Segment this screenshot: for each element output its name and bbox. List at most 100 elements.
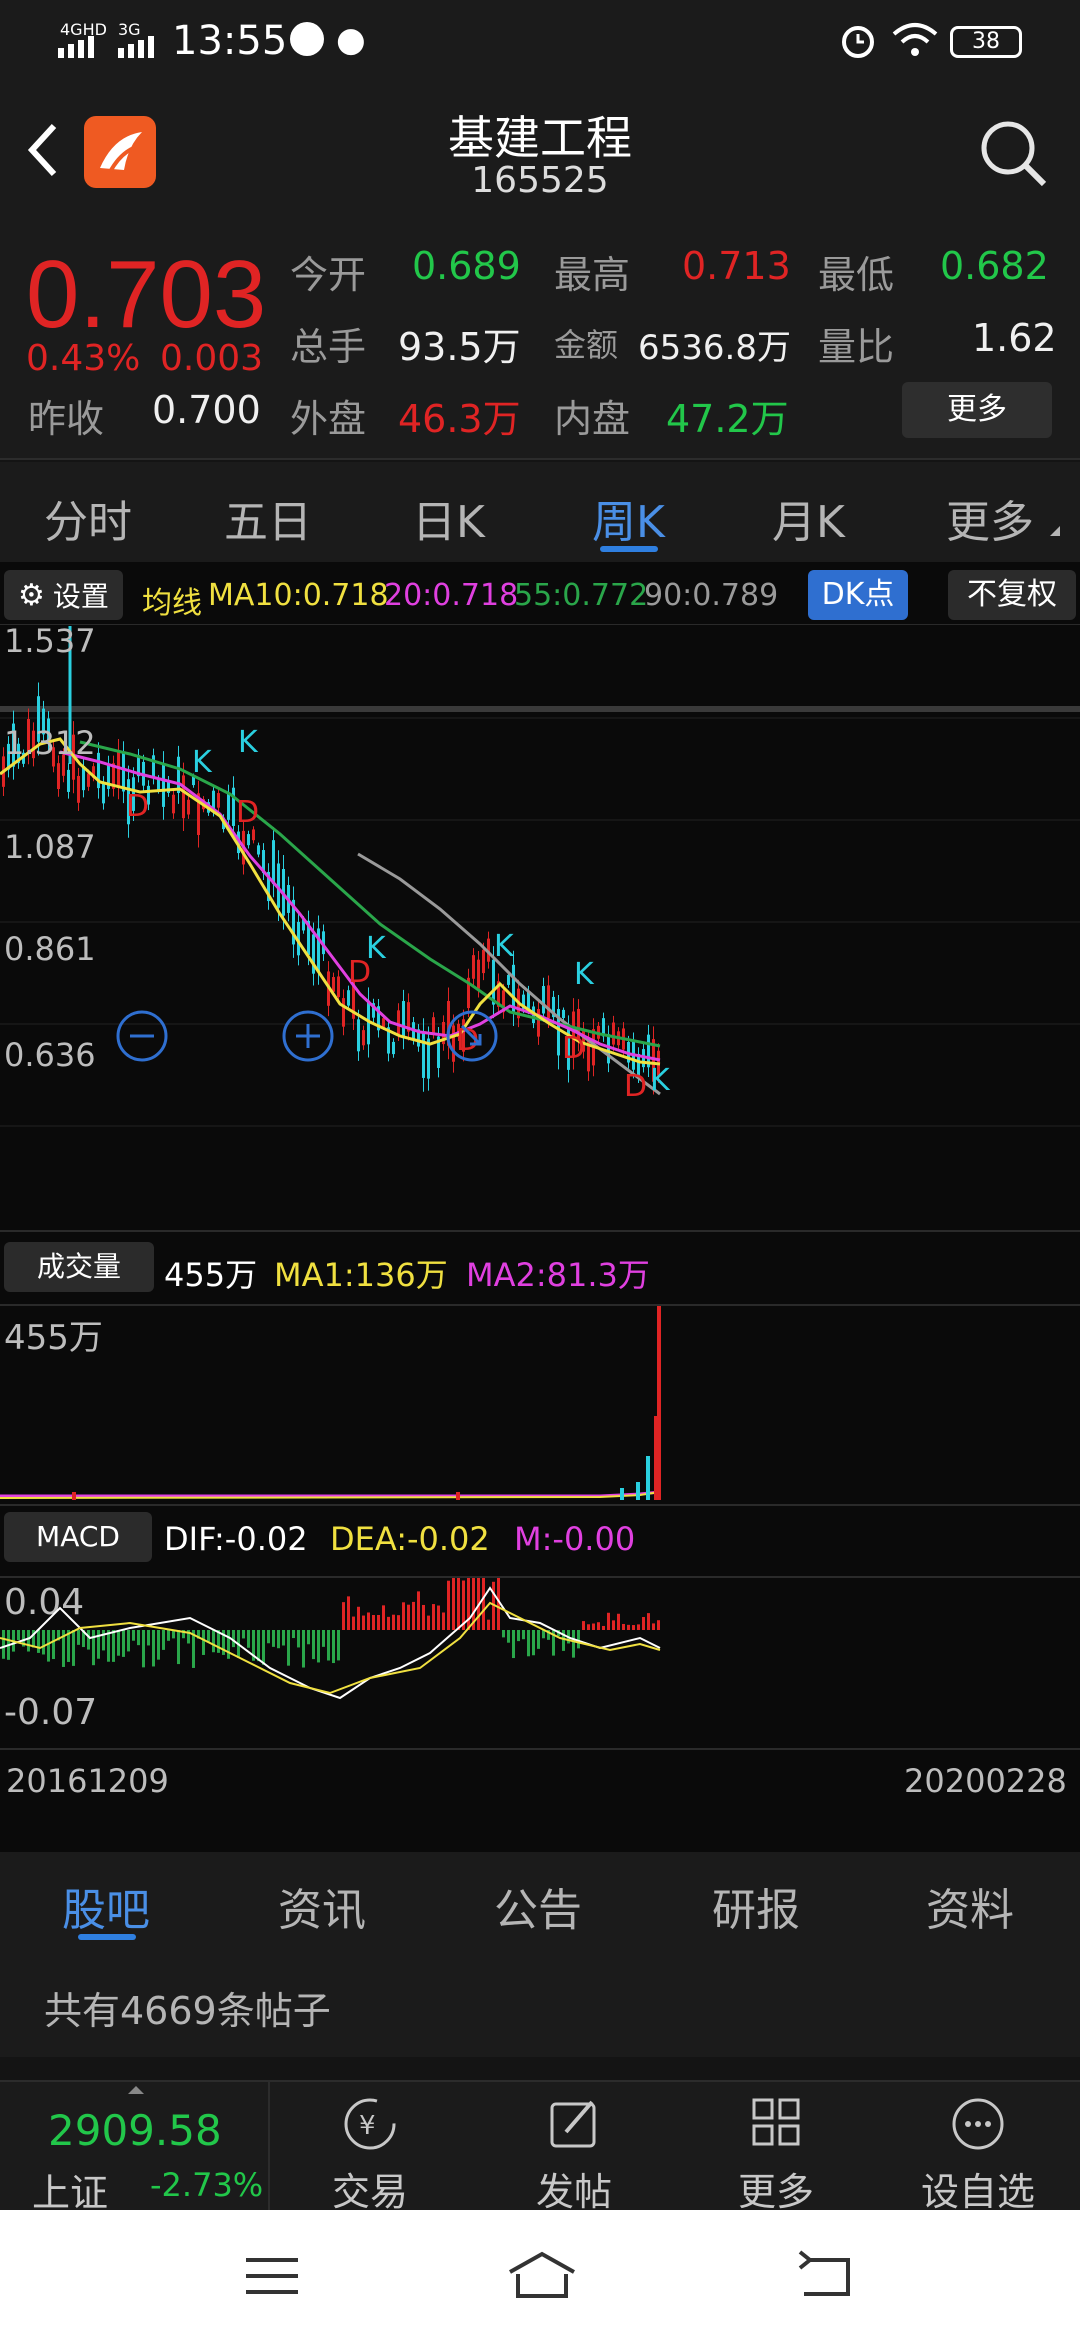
outer-value: 46.3万 [398, 397, 521, 441]
adjust-button[interactable]: 不复权 [948, 570, 1076, 620]
macd-bar [107, 1630, 110, 1662]
index-value: 2909.58 [48, 2106, 222, 2155]
macd-bar [472, 1578, 475, 1630]
tab-more-periods[interactable]: 更多 [946, 497, 1034, 548]
page-title: 基建工程 [448, 111, 632, 165]
status-bar: 4GHD 3G 13:55 ● 38 [0, 0, 1080, 84]
tab-intraday[interactable]: 分时 [44, 497, 132, 548]
candle-body [252, 829, 255, 841]
macd-bar [382, 1605, 385, 1630]
macd-bar [627, 1624, 630, 1630]
macd-bar [537, 1630, 540, 1649]
candle-body [192, 776, 195, 786]
outer-label: 外盘 [290, 397, 367, 441]
date-axis-end: 20200228 [904, 1762, 1067, 1800]
more-quote-button[interactable]: 更多 [902, 382, 1052, 438]
macd-bar [132, 1630, 135, 1641]
index-widget[interactable]: 2909.58 上证 -2.73% [0, 2082, 270, 2215]
tab-research[interactable]: 研报 [712, 1885, 800, 1936]
network-label-1: 4GHD [60, 20, 107, 39]
macd-bar [287, 1630, 290, 1666]
macd-bar [602, 1625, 605, 1630]
zoom-in-button[interactable] [282, 1010, 334, 1062]
tab-monthly-k[interactable]: 月K [772, 497, 845, 548]
macd-indicator-button[interactable]: MACD [4, 1512, 152, 1562]
macd-bar [102, 1630, 105, 1651]
macd-bar [342, 1602, 345, 1630]
scroll-end-button[interactable] [446, 1010, 498, 1062]
macd-bar [37, 1630, 40, 1653]
macd-bar [157, 1630, 160, 1660]
volume-value: 93.5万 [398, 325, 521, 369]
candle-body [482, 949, 485, 974]
candle-body [132, 777, 135, 811]
ma10-value: MA10:0.718 [208, 578, 389, 613]
dk-marker: K [192, 745, 213, 780]
settings-button[interactable]: ⚙ 设置 [4, 570, 123, 620]
app-logo [84, 116, 156, 188]
battery-icon: 38 [950, 26, 1022, 58]
macd-bar [152, 1630, 155, 1667]
macd-bar [542, 1630, 545, 1639]
tab-news[interactable]: 资讯 [278, 1885, 366, 1936]
macd-bar [297, 1630, 300, 1648]
macd-bar [642, 1617, 645, 1630]
candle-body [312, 934, 315, 974]
speed-icon [290, 22, 324, 56]
trade-button[interactable]: ¥ 交易 [300, 2096, 440, 2216]
add-watchlist-button[interactable]: 设自选 [908, 2096, 1048, 2216]
posts-summary[interactable]: 共有4669条帖子 [0, 1952, 1080, 2057]
currency-icon: ¥ [344, 2098, 396, 2150]
macd-bar [372, 1615, 375, 1630]
header: 基建工程 165525 [0, 84, 1080, 234]
candle-body [52, 747, 55, 767]
macd-bar [592, 1623, 595, 1630]
back-icon[interactable] [22, 120, 62, 180]
macd-bar [397, 1615, 400, 1630]
volume-indicator-button[interactable]: 成交量 [4, 1242, 154, 1292]
post-button[interactable]: 发帖 [504, 2096, 644, 2216]
clock: 13:55 [172, 18, 288, 64]
candle-body [42, 708, 45, 735]
macd-bar [117, 1630, 120, 1656]
candle-body [542, 986, 545, 1014]
home-icon[interactable] [506, 2250, 578, 2300]
signal-icon [58, 36, 94, 58]
macd-bar [422, 1604, 425, 1630]
dk-marker: D [456, 1023, 479, 1058]
candle-body [162, 764, 165, 807]
candle-body [212, 790, 215, 811]
back-nav-icon[interactable] [796, 2250, 854, 2300]
macd-bar [62, 1630, 65, 1667]
macd-bar [447, 1580, 450, 1630]
volume-ma1: MA1:136万 [274, 1256, 448, 1294]
macd-bar [617, 1613, 620, 1630]
macd-bar [262, 1630, 265, 1665]
volume-ma2: MA2:81.3万 [466, 1256, 650, 1294]
dk-point-button[interactable]: DK点 [808, 570, 908, 620]
tab-five-day[interactable]: 五日 [224, 497, 312, 548]
search-icon[interactable] [978, 118, 1050, 190]
candle-body [257, 845, 260, 855]
tab-announcements[interactable]: 公告 [494, 1885, 582, 1936]
zoom-out-button[interactable] [116, 1010, 168, 1062]
ma20-value: 20:0.718 [384, 578, 519, 613]
macd-bar [552, 1630, 555, 1656]
tab-daily-k[interactable]: 日K [412, 497, 485, 548]
candle-body [217, 793, 220, 808]
macd-bar [232, 1630, 235, 1648]
tab-profile[interactable]: 资料 [926, 1885, 1014, 1936]
more-button[interactable]: 更多 [706, 2096, 846, 2216]
candle-body [507, 974, 510, 985]
ma20-line [59, 750, 661, 1062]
candle-body [37, 696, 40, 742]
tab-weekly-k[interactable]: 周K [592, 497, 665, 548]
macd-bar [532, 1630, 535, 1656]
candle-body [472, 955, 475, 979]
add-watchlist-label: 设自选 [920, 2170, 1035, 2214]
menu-icon[interactable] [244, 2256, 300, 2296]
price-axis-4: 0.861 [4, 930, 96, 968]
tab-forum[interactable]: 股吧 [62, 1885, 150, 1936]
candle-body [197, 793, 200, 835]
